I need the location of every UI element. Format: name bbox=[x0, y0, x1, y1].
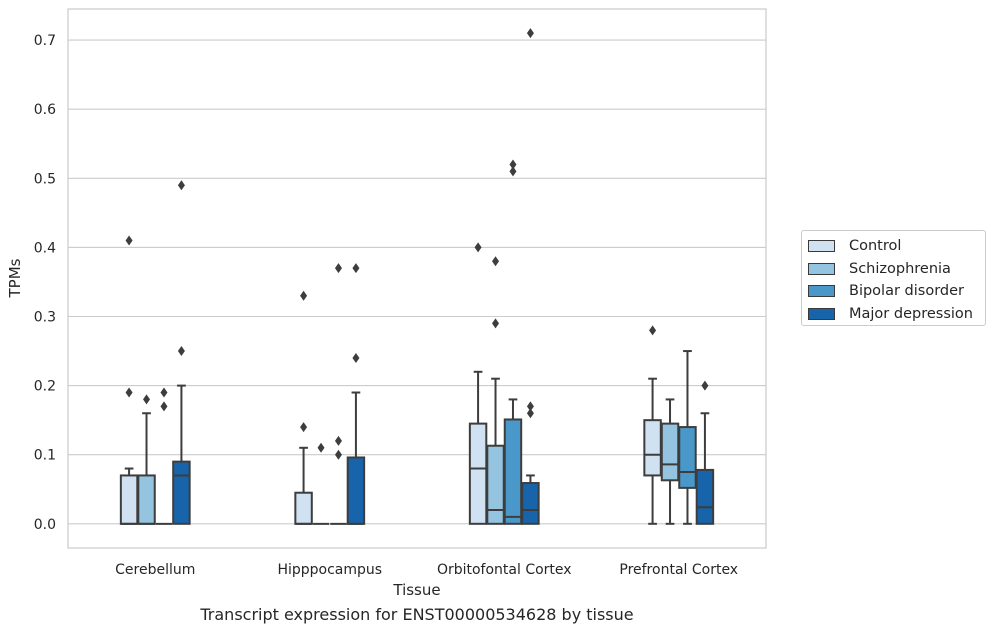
box-body bbox=[486, 444, 505, 525]
outlier-point bbox=[526, 408, 534, 419]
outlier-point bbox=[177, 346, 185, 357]
box-schizophrenia bbox=[312, 442, 330, 525]
plot-frame bbox=[67, 8, 767, 549]
outlier-point bbox=[509, 159, 517, 170]
chart-caption: Transcript expression for ENST0000053462… bbox=[200, 605, 634, 624]
outlier-point bbox=[492, 256, 500, 267]
y-tick-label: 0.6 bbox=[34, 102, 56, 118]
box-body bbox=[294, 491, 313, 525]
outlier-point bbox=[352, 263, 360, 274]
box-control bbox=[468, 242, 488, 525]
legend-swatch bbox=[808, 307, 835, 320]
outlier-point bbox=[649, 325, 657, 336]
box-schizophrenia bbox=[660, 398, 680, 525]
box-major-depression bbox=[521, 28, 540, 525]
box-body bbox=[521, 482, 540, 525]
box-control bbox=[119, 235, 139, 525]
y-tick-label: 0.4 bbox=[34, 240, 56, 256]
y-axis-label: TPMs bbox=[6, 258, 24, 298]
y-axis-ticks: 0.0 0.1 0.2 0.3 0.4 0.5 0.6 0.7 bbox=[34, 33, 56, 533]
box-body bbox=[678, 426, 697, 489]
y-tick-label: 0.3 bbox=[34, 310, 56, 326]
legend-swatch bbox=[808, 240, 835, 253]
box-major-depression bbox=[172, 180, 191, 525]
legend-label: Control bbox=[849, 238, 902, 255]
y-tick-label: 0.7 bbox=[34, 33, 56, 49]
outlier-point bbox=[334, 435, 342, 446]
outlier-point bbox=[177, 180, 185, 191]
y-tick-label: 0.1 bbox=[34, 448, 56, 464]
box-series bbox=[119, 28, 715, 525]
outlier-point bbox=[526, 401, 534, 412]
outlier-point bbox=[317, 442, 325, 453]
box-control bbox=[294, 290, 313, 525]
legend-swatch bbox=[808, 285, 835, 298]
outlier-point bbox=[125, 235, 133, 246]
box-body bbox=[172, 460, 191, 525]
box-body bbox=[660, 422, 680, 482]
y-tick-label: 0.2 bbox=[34, 379, 56, 395]
legend-item: Control bbox=[808, 235, 985, 258]
box-body bbox=[119, 474, 139, 525]
legend-item: Schizophrenia bbox=[808, 258, 985, 281]
box-body bbox=[503, 418, 523, 525]
outlier-point bbox=[334, 263, 342, 274]
box-bipolar-disorder bbox=[155, 387, 173, 525]
outlier-point bbox=[160, 401, 168, 412]
outlier-point bbox=[125, 387, 133, 398]
legend-label: Major depression bbox=[849, 305, 973, 322]
outlier-point bbox=[474, 242, 482, 253]
y-tick-label: 0.0 bbox=[34, 517, 56, 533]
legend-swatch bbox=[808, 262, 835, 275]
x-tick-label: Prefrontal Cortex bbox=[619, 562, 738, 578]
outlier-point bbox=[143, 394, 151, 405]
box-bipolar-disorder bbox=[678, 350, 697, 525]
box-major-depression bbox=[695, 380, 715, 525]
box-schizophrenia bbox=[486, 256, 505, 525]
x-axis-ticks: Cerebellum Hipppocampus Orbitofontal Corte… bbox=[115, 562, 738, 578]
x-tick-label: Hipppocampus bbox=[277, 562, 382, 578]
legend-label: Schizophrenia bbox=[849, 260, 951, 277]
box-control bbox=[643, 325, 662, 525]
outlier-point bbox=[526, 28, 534, 39]
outlier-point bbox=[509, 166, 517, 177]
outlier-point bbox=[300, 422, 308, 433]
outlier-point bbox=[352, 352, 360, 363]
y-tick-label: 0.5 bbox=[34, 171, 56, 187]
legend: Control Schizophrenia Bipolar disorder Majo… bbox=[801, 230, 986, 326]
x-tick-label: Orbitofontal Cortex bbox=[437, 562, 572, 578]
box-body bbox=[643, 419, 662, 477]
box-body bbox=[468, 422, 488, 525]
box-body bbox=[346, 456, 366, 525]
outlier-point bbox=[160, 387, 168, 398]
legend-item: Bipolar disorder bbox=[808, 280, 985, 303]
legend-item: Major depression bbox=[808, 303, 985, 326]
outlier-point bbox=[701, 380, 709, 391]
outlier-point bbox=[300, 290, 308, 301]
x-tick-label: Cerebellum bbox=[115, 562, 195, 578]
box-bipolar-disorder bbox=[503, 159, 523, 525]
x-axis-label: Tissue bbox=[392, 581, 440, 599]
box-schizophrenia bbox=[137, 394, 156, 525]
legend-label: Bipolar disorder bbox=[849, 283, 964, 300]
outlier-point bbox=[334, 449, 342, 460]
outlier-point bbox=[492, 318, 500, 329]
box-major-depression bbox=[346, 263, 366, 525]
box-body bbox=[137, 474, 156, 525]
box-bipolar-disorder bbox=[330, 263, 347, 525]
box-body bbox=[695, 468, 715, 525]
